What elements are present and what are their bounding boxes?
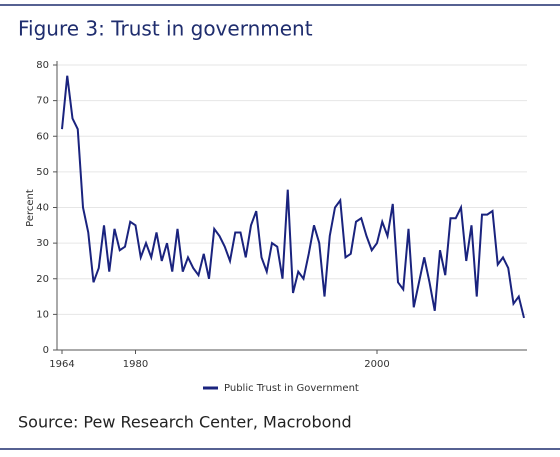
y-tick-label: 0 [43,345,49,356]
y-tick-label: 20 [36,274,49,285]
x-tick-label: 1980 [123,359,148,370]
x-tick-label: 2000 [364,359,389,370]
chart-title: Figure 3: Trust in government [18,17,313,41]
line [61,75,525,319]
y-tick-label: 50 [36,167,49,178]
y-tick-label: 40 [36,203,49,214]
y-tick-label: 10 [36,309,49,320]
y-tick-label: 80 [36,60,49,71]
y-axis-label: Percent [25,189,36,227]
y-tick-label: 70 [36,96,49,107]
y-tick-label: 60 [36,131,49,142]
y-tick-label: 30 [36,238,49,249]
x-tick-label: 1964 [49,359,74,370]
source: Source: Pew Research Center, Macrobond [18,413,352,432]
legend-label: Public Trust in Government [224,383,359,394]
